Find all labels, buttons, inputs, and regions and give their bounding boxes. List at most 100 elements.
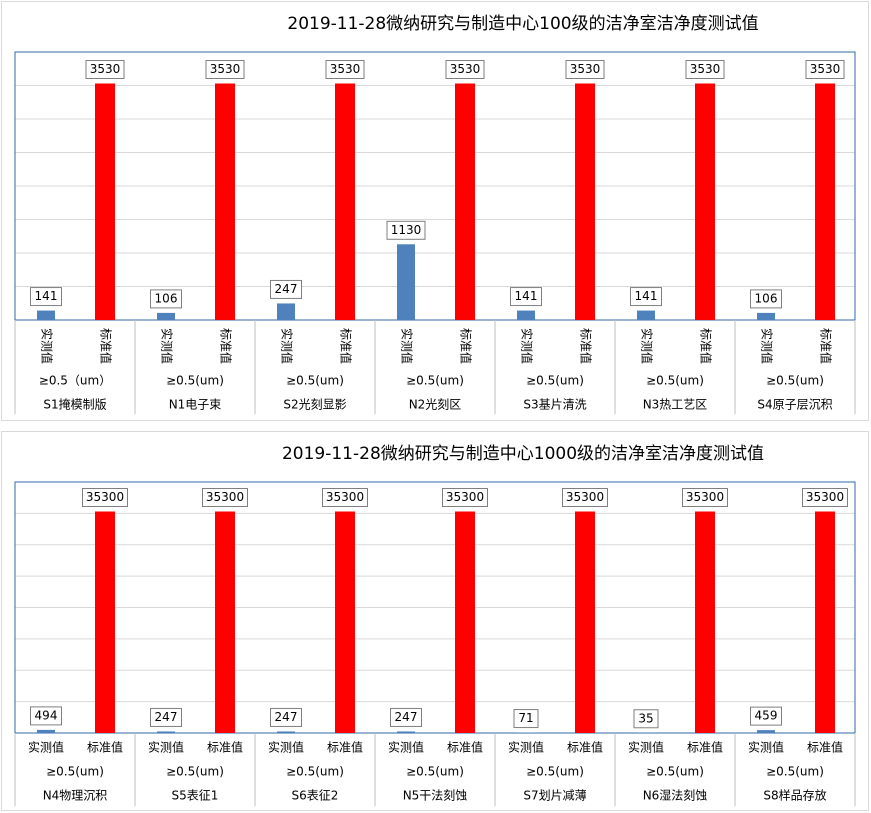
data-label-box bbox=[750, 289, 782, 309]
data-label: 35300 bbox=[566, 490, 604, 504]
size-label: ≥0.5(um) bbox=[286, 374, 344, 388]
size-label: ≥0.5（um） bbox=[39, 374, 111, 388]
data-label: 71 bbox=[518, 711, 533, 725]
data-label: 106 bbox=[155, 291, 178, 305]
data-label-box bbox=[633, 709, 659, 729]
bar bbox=[517, 310, 535, 320]
bar bbox=[95, 83, 115, 321]
series-label: 实测值 bbox=[628, 740, 664, 755]
bar bbox=[757, 312, 775, 320]
data-label: 247 bbox=[275, 710, 298, 724]
data-label-box bbox=[445, 59, 485, 79]
data-label: 3530 bbox=[210, 62, 241, 76]
size-label: ≥0.5(um) bbox=[646, 374, 704, 388]
chart-title: 2019-11-28微纳研究与制造中心100级的洁净室洁净度测试值 bbox=[287, 14, 758, 34]
data-label-box bbox=[322, 487, 368, 507]
chart-frame bbox=[1, 1, 869, 421]
plot-area bbox=[14, 481, 856, 734]
bar bbox=[455, 511, 475, 733]
data-label: 459 bbox=[755, 709, 778, 723]
size-label: ≥0.5(um) bbox=[46, 765, 104, 779]
data-label-box bbox=[270, 279, 302, 299]
series-label: 标准值 bbox=[327, 740, 363, 755]
series-label: 标准值 bbox=[207, 740, 243, 755]
data-label: 141 bbox=[35, 289, 58, 303]
bar bbox=[95, 511, 115, 733]
data-label-box bbox=[205, 59, 245, 79]
data-label-box bbox=[685, 59, 725, 79]
data-label: 35300 bbox=[806, 490, 844, 504]
data-label: 35300 bbox=[446, 490, 484, 504]
series-label: 实测值 bbox=[28, 740, 64, 755]
x-tick-label: N3热工艺区 bbox=[643, 398, 708, 412]
data-label-box bbox=[30, 287, 62, 307]
data-label-box bbox=[390, 707, 422, 727]
data-label-box bbox=[442, 487, 488, 507]
series-label: 标准值 bbox=[219, 328, 234, 364]
x-tick-label: S4原子层沉积 bbox=[757, 398, 832, 412]
x-tick-label: S6表征2 bbox=[292, 789, 339, 803]
bar bbox=[37, 310, 55, 320]
x-tick-label: S2光刻显影 bbox=[283, 398, 346, 412]
series-label: 实测值 bbox=[748, 740, 784, 755]
bar bbox=[815, 83, 835, 321]
chart-title: 2019-11-28微纳研究与制造中心1000级的洁净室洁净度测试值 bbox=[282, 444, 764, 464]
series-label: 实测值 bbox=[400, 328, 415, 364]
series-label: 标准值 bbox=[687, 740, 723, 755]
bar bbox=[157, 731, 175, 733]
x-tick-label: N6湿法刻蚀 bbox=[643, 788, 708, 803]
size-label: ≥0.5(um) bbox=[166, 765, 224, 779]
size-label: ≥0.5(um) bbox=[526, 374, 584, 388]
series-label: 实测值 bbox=[760, 328, 775, 364]
data-label-box bbox=[30, 706, 62, 726]
data-label: 3530 bbox=[450, 62, 481, 76]
size-label: ≥0.5(um) bbox=[766, 765, 824, 779]
data-label: 141 bbox=[635, 289, 658, 303]
data-label: 247 bbox=[395, 710, 418, 724]
data-label: 3530 bbox=[90, 62, 121, 76]
series-label: 实测值 bbox=[640, 328, 655, 364]
series-label: 标准值 bbox=[819, 328, 834, 364]
size-label: ≥0.5(um) bbox=[766, 374, 824, 388]
bar bbox=[575, 83, 595, 321]
x-tick-label: S5表征1 bbox=[172, 789, 219, 803]
x-tick-label: S3基片清洗 bbox=[523, 398, 586, 412]
bar bbox=[335, 511, 355, 733]
bar bbox=[695, 511, 715, 733]
data-label: 494 bbox=[35, 708, 58, 722]
size-label: ≥0.5(um) bbox=[526, 765, 584, 779]
series-label: 实测值 bbox=[148, 740, 184, 755]
bar bbox=[397, 244, 415, 320]
x-tick-label: S8样品存放 bbox=[763, 788, 826, 803]
data-label: 35300 bbox=[326, 490, 364, 504]
plot-area bbox=[14, 51, 856, 321]
series-label: 标准值 bbox=[567, 740, 603, 755]
series-label: 标准值 bbox=[447, 740, 483, 755]
series-label: 标准值 bbox=[807, 740, 843, 755]
data-label-box bbox=[150, 707, 182, 727]
bar bbox=[455, 83, 475, 321]
series-label: 标准值 bbox=[459, 328, 474, 364]
data-label: 35 bbox=[638, 711, 653, 725]
data-label-box bbox=[682, 487, 728, 507]
size-label: ≥0.5(um) bbox=[646, 765, 704, 779]
data-label-box bbox=[325, 59, 365, 79]
x-tick-label: S7划片减薄 bbox=[523, 788, 586, 803]
series-label: 标准值 bbox=[87, 740, 123, 755]
series-label: 标准值 bbox=[99, 328, 114, 364]
data-label: 141 bbox=[515, 289, 538, 303]
bar bbox=[815, 511, 835, 733]
data-label-box bbox=[386, 220, 426, 240]
data-label-box bbox=[565, 59, 605, 79]
size-label: ≥0.5(um) bbox=[406, 374, 464, 388]
data-label: 1130 bbox=[391, 223, 422, 237]
bar bbox=[695, 83, 715, 321]
data-label: 35300 bbox=[86, 490, 124, 504]
series-label: 标准值 bbox=[579, 328, 594, 364]
x-tick-label: N1电子束 bbox=[169, 398, 222, 412]
bar bbox=[37, 729, 55, 733]
data-label: 3530 bbox=[810, 62, 841, 76]
data-label: 35300 bbox=[686, 490, 724, 504]
x-tick-label: S1掩模制版 bbox=[43, 398, 106, 412]
data-label-box bbox=[630, 287, 662, 307]
